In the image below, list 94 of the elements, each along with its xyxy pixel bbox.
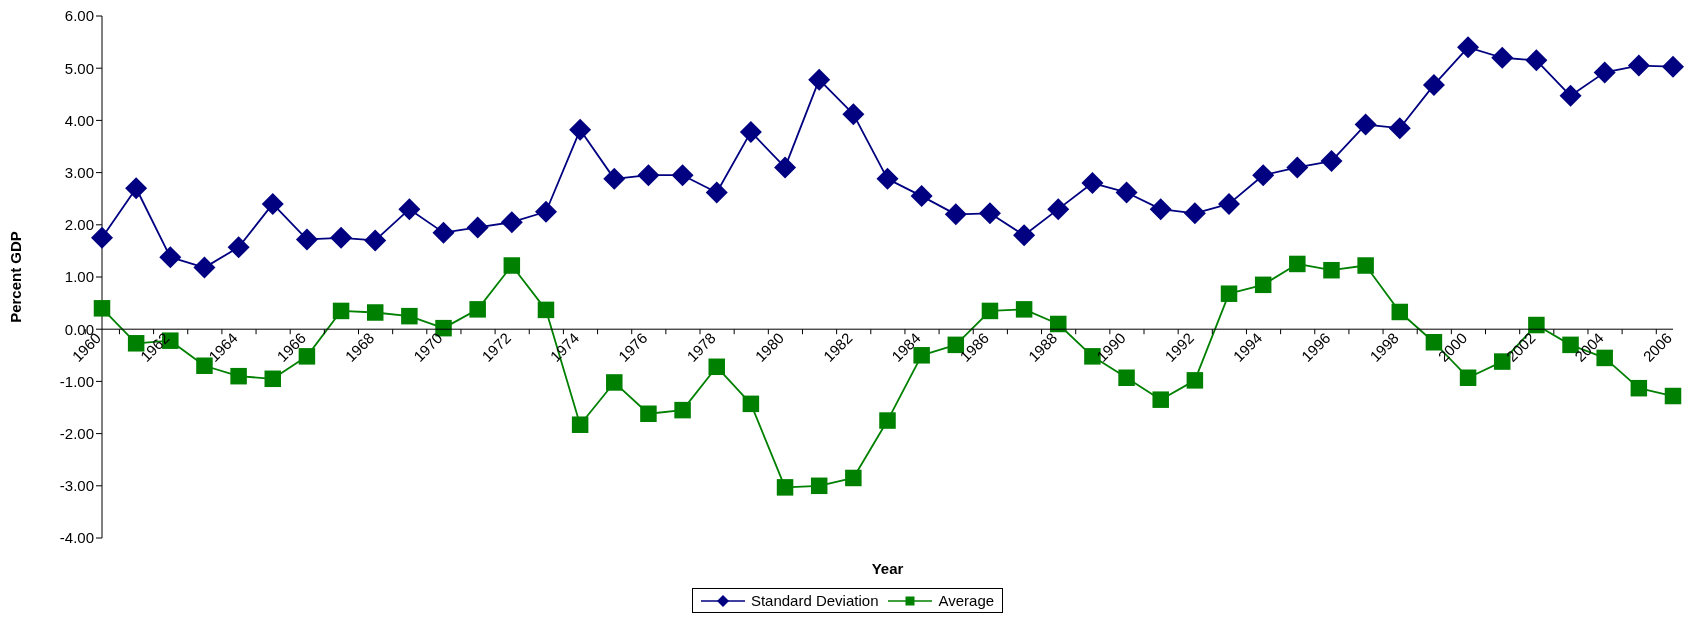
point (671, 164, 694, 187)
point (332, 302, 350, 320)
point (401, 307, 418, 325)
point (910, 185, 933, 208)
point (674, 401, 691, 419)
point (534, 200, 557, 223)
point (1252, 164, 1275, 187)
y-tick-label: 5.00 (64, 59, 94, 77)
point (364, 229, 387, 252)
point (842, 103, 865, 126)
point (125, 177, 148, 200)
point (810, 477, 828, 495)
point (705, 181, 728, 204)
point (1323, 261, 1340, 279)
point (1593, 61, 1616, 84)
point (1391, 303, 1409, 321)
point (537, 301, 555, 319)
point (500, 211, 523, 234)
y-axis-title: Percent GDP (7, 231, 25, 323)
point (1186, 372, 1204, 389)
point (1015, 301, 1033, 318)
point (1183, 202, 1206, 225)
y-tick-label: 3.00 (64, 163, 94, 181)
point (1491, 46, 1514, 69)
point (503, 257, 521, 274)
y-tick-label: -2.00 (59, 424, 94, 442)
point (1525, 49, 1548, 72)
point (1422, 73, 1445, 96)
point (227, 236, 250, 259)
point (1627, 54, 1650, 77)
point (606, 374, 623, 391)
point (159, 246, 182, 269)
point (261, 192, 284, 215)
point (193, 256, 216, 279)
point (808, 68, 831, 91)
point (366, 304, 384, 321)
point (1630, 379, 1648, 397)
point (1218, 192, 1241, 215)
point (603, 167, 626, 190)
y-tick-label: -1.00 (59, 372, 94, 390)
y-tick-label: -4.00 (59, 529, 94, 547)
y-tick-label: 2.00 (64, 216, 94, 234)
point (1357, 257, 1374, 274)
point (295, 228, 318, 251)
y-tick-label: -3.00 (59, 477, 94, 495)
point (432, 221, 455, 244)
point (330, 226, 353, 249)
point (742, 395, 760, 413)
point (944, 203, 967, 226)
point (739, 120, 762, 143)
point (569, 118, 592, 141)
point (93, 300, 111, 317)
legend-label: Average (938, 592, 995, 609)
point (1286, 156, 1309, 179)
legend-label: Standard Deviation (750, 592, 879, 609)
point (1050, 315, 1067, 333)
point (230, 367, 247, 385)
point (1149, 198, 1172, 221)
point (1559, 84, 1582, 107)
point (774, 156, 797, 179)
point (571, 416, 589, 433)
x-axis-title: Year (871, 560, 904, 577)
point (879, 412, 896, 429)
point (1115, 181, 1138, 204)
point (981, 302, 999, 320)
point (1118, 369, 1135, 386)
point (1662, 55, 1684, 78)
y-tick-label: 6.00 (64, 7, 94, 25)
y-tick-label: 1.00 (64, 268, 94, 286)
point (1528, 316, 1545, 334)
point (1254, 276, 1272, 294)
point (1459, 369, 1477, 386)
point (264, 370, 282, 388)
point (469, 301, 486, 318)
point (1047, 198, 1070, 221)
point (1457, 36, 1480, 59)
point (1320, 150, 1343, 173)
point (776, 479, 794, 496)
point (876, 167, 899, 190)
y-tick-label: 4.00 (64, 111, 94, 129)
point (398, 198, 421, 221)
point (1013, 224, 1036, 247)
point (637, 164, 660, 187)
point (845, 469, 862, 487)
point (978, 202, 1001, 225)
point (1354, 113, 1377, 136)
point (1152, 391, 1169, 408)
point (1081, 172, 1104, 195)
point (1289, 255, 1306, 273)
point (1220, 285, 1238, 302)
point (1664, 387, 1682, 405)
point (466, 216, 489, 239)
point (1388, 117, 1411, 140)
point (640, 405, 657, 423)
